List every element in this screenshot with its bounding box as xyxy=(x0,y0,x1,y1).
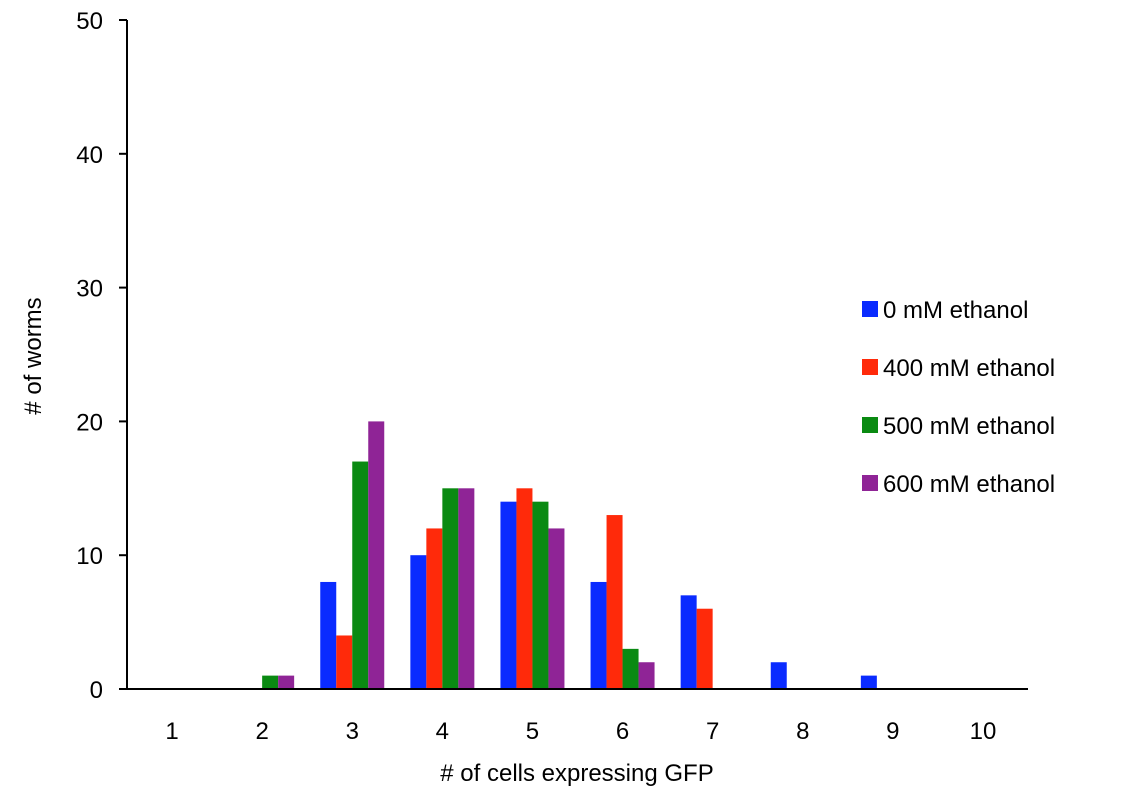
bar-600-mm-ethanol-2 xyxy=(278,675,295,689)
x-tick-label: 7 xyxy=(706,718,719,745)
x-tick-label: 5 xyxy=(526,718,539,745)
y-tick-label: 50 xyxy=(76,8,103,35)
bar-500-mm-ethanol-5 xyxy=(532,501,549,689)
bars-group xyxy=(262,421,877,689)
x-tick-label: 2 xyxy=(255,718,268,745)
legend-swatch xyxy=(862,301,878,317)
legend-swatch xyxy=(862,475,878,491)
bar-400-mm-ethanol-4 xyxy=(426,528,443,689)
bar-500-mm-ethanol-4 xyxy=(442,488,459,689)
legend-label: 0 mM ethanol xyxy=(883,297,1028,324)
x-tick-label: 4 xyxy=(436,718,449,745)
y-ticks-group: 0 10 20 30 40 50 xyxy=(76,8,127,704)
y-axis-title: # of worms xyxy=(20,297,47,414)
x-tick-label: 6 xyxy=(616,718,629,745)
bar-0-mm-ethanol-3 xyxy=(320,581,337,689)
y-tick-label: 40 xyxy=(76,142,103,169)
bar-0-mm-ethanol-5 xyxy=(500,501,517,689)
bar-500-mm-ethanol-3 xyxy=(352,461,369,689)
legend: 0 mM ethanol 400 mM ethanol 500 mM ethanol… xyxy=(862,297,1055,498)
bar-0-mm-ethanol-4 xyxy=(410,555,427,689)
x-ticks-group: 1 2 3 4 5 6 7 8 9 10 xyxy=(165,718,996,745)
bar-400-mm-ethanol-3 xyxy=(336,635,353,689)
bar-600-mm-ethanol-6 xyxy=(638,662,655,689)
bar-0-mm-ethanol-7 xyxy=(680,595,697,689)
legend-label: 600 mM ethanol xyxy=(883,471,1055,498)
bar-600-mm-ethanol-4 xyxy=(458,488,475,689)
x-tick-label: 8 xyxy=(796,718,809,745)
bar-600-mm-ethanol-3 xyxy=(368,421,385,689)
bar-400-mm-ethanol-7 xyxy=(696,608,713,689)
bar-0-mm-ethanol-9 xyxy=(860,675,877,689)
bar-0-mm-ethanol-6 xyxy=(590,581,607,689)
legend-swatch xyxy=(862,359,878,375)
legend-label: 400 mM ethanol xyxy=(883,355,1055,382)
legend-label: 500 mM ethanol xyxy=(883,413,1055,440)
x-tick-label: 1 xyxy=(165,718,178,745)
y-tick-label: 0 xyxy=(90,677,103,704)
bar-500-mm-ethanol-6 xyxy=(622,648,639,689)
y-tick-label: 20 xyxy=(76,409,103,436)
y-tick-label: 10 xyxy=(76,543,103,570)
x-tick-label: 3 xyxy=(346,718,359,745)
bar-400-mm-ethanol-6 xyxy=(606,515,623,689)
bar-600-mm-ethanol-5 xyxy=(548,528,565,689)
bar-400-mm-ethanol-5 xyxy=(516,488,533,689)
y-tick-label: 30 xyxy=(76,276,103,303)
bar-0-mm-ethanol-8 xyxy=(770,662,787,689)
x-tick-label: 9 xyxy=(886,718,899,745)
x-axis-title: # of cells expressing GFP xyxy=(440,760,713,787)
bar-500-mm-ethanol-2 xyxy=(262,675,279,689)
legend-swatch xyxy=(862,417,878,433)
x-tick-label: 10 xyxy=(970,718,997,745)
